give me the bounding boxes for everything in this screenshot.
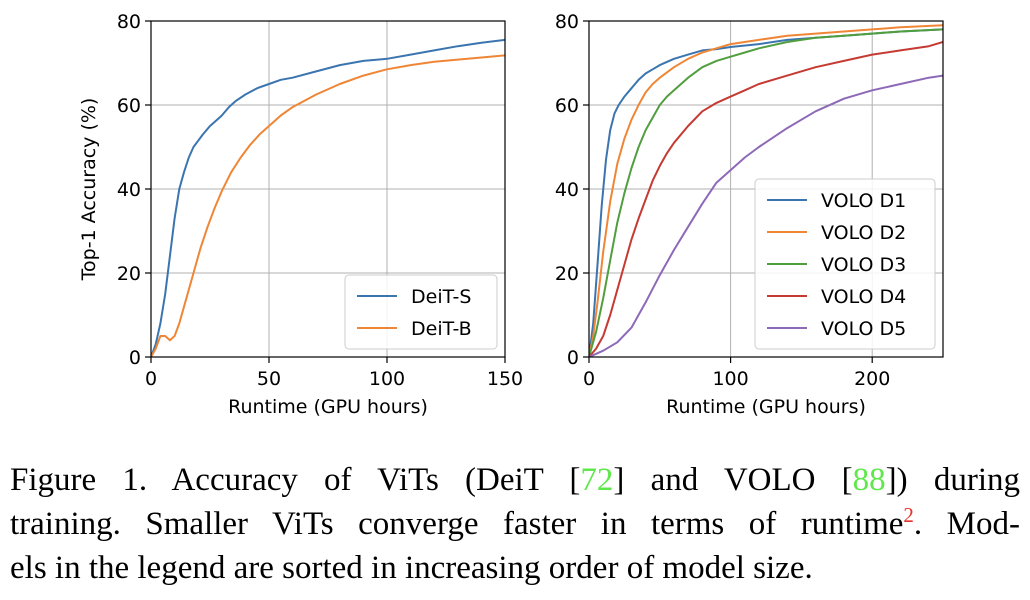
caption-text: training. Smaller ViTs converge faster i…: [10, 506, 904, 542]
figure: 0 50 100 150 0 20 40 60 80 Runtime (GPU hours) Top…: [78, 11, 944, 418]
caption-line-1: Figure 1. Accuracy of ViTs (DeiT [72] an…: [10, 458, 1020, 502]
chart-right: 0 100 200 0 20 40 60 80 Runtime (GPU hours) VOLO …: [555, 11, 944, 418]
citation-link[interactable]: 72: [580, 462, 614, 498]
y-tick-label: 20: [555, 263, 579, 285]
y-tick-label: 40: [117, 179, 141, 201]
y-tick-label: 40: [555, 179, 579, 201]
y-axis-title: Top-1 Accuracy (%): [78, 98, 100, 282]
footnote-link[interactable]: 2: [903, 503, 914, 527]
legend-label: VOLO D1: [821, 190, 906, 212]
y-tick-label: 80: [117, 11, 141, 33]
series-line-volo-d5: [589, 74, 943, 357]
x-tick-label: 0: [145, 368, 157, 390]
legend-label: DeiT-B: [411, 318, 472, 340]
legend: VOLO D1 VOLO D2 VOLO D3 VOLO D4 VOLO D5: [754, 178, 936, 350]
legend-label: VOLO D5: [821, 318, 906, 340]
caption-text: . Mod-: [913, 506, 1020, 542]
figure-caption: Figure 1. Accuracy of ViTs (DeiT [72] an…: [10, 458, 1020, 590]
legend-label: DeiT-S: [411, 286, 471, 308]
y-tick-label: 60: [117, 95, 141, 117]
x-tick-label: 0: [583, 368, 595, 390]
x-tick-label: 50: [257, 368, 281, 390]
y-tick-label: 80: [555, 11, 579, 33]
x-tick-label: 100: [712, 368, 748, 390]
caption-text: ]) during: [885, 462, 1020, 498]
caption-text: ] and VOLO [: [613, 462, 853, 498]
caption-text: Figure 1. Accuracy of ViTs (DeiT [: [10, 462, 581, 498]
caption-line-2: training. Smaller ViTs converge faster i…: [10, 502, 1020, 546]
x-tick-label: 150: [487, 368, 523, 390]
y-tick-label: 20: [117, 263, 141, 285]
series-line-volo-d3: [589, 28, 943, 357]
legend-label: VOLO D3: [821, 254, 906, 276]
series-line-volo-d2: [589, 24, 943, 357]
series-line-volo-d4: [589, 41, 943, 357]
series-line-deit-s: [151, 38, 505, 357]
legend-label: VOLO D2: [821, 222, 906, 244]
legend-label: VOLO D4: [821, 286, 906, 308]
legend-box: [754, 178, 936, 350]
caption-line-3: els in the legend are sorted in increasi…: [10, 550, 813, 586]
citation-link[interactable]: 88: [852, 462, 886, 498]
x-axis-title: Runtime (GPU hours): [228, 396, 428, 418]
chart-left: 0 50 100 150 0 20 40 60 80 Runtime (GPU hours) Top…: [78, 11, 523, 418]
y-tick-label: 60: [555, 95, 579, 117]
legend: DeiT-S DeiT-B: [344, 274, 498, 350]
legend-box: [344, 274, 498, 350]
y-tick-label: 0: [567, 347, 579, 369]
series-line-deit-b: [151, 54, 505, 357]
x-tick-label: 100: [369, 368, 405, 390]
x-axis-title: Runtime (GPU hours): [666, 396, 866, 418]
y-tick-label: 0: [129, 347, 141, 369]
x-tick-label: 200: [854, 368, 890, 390]
